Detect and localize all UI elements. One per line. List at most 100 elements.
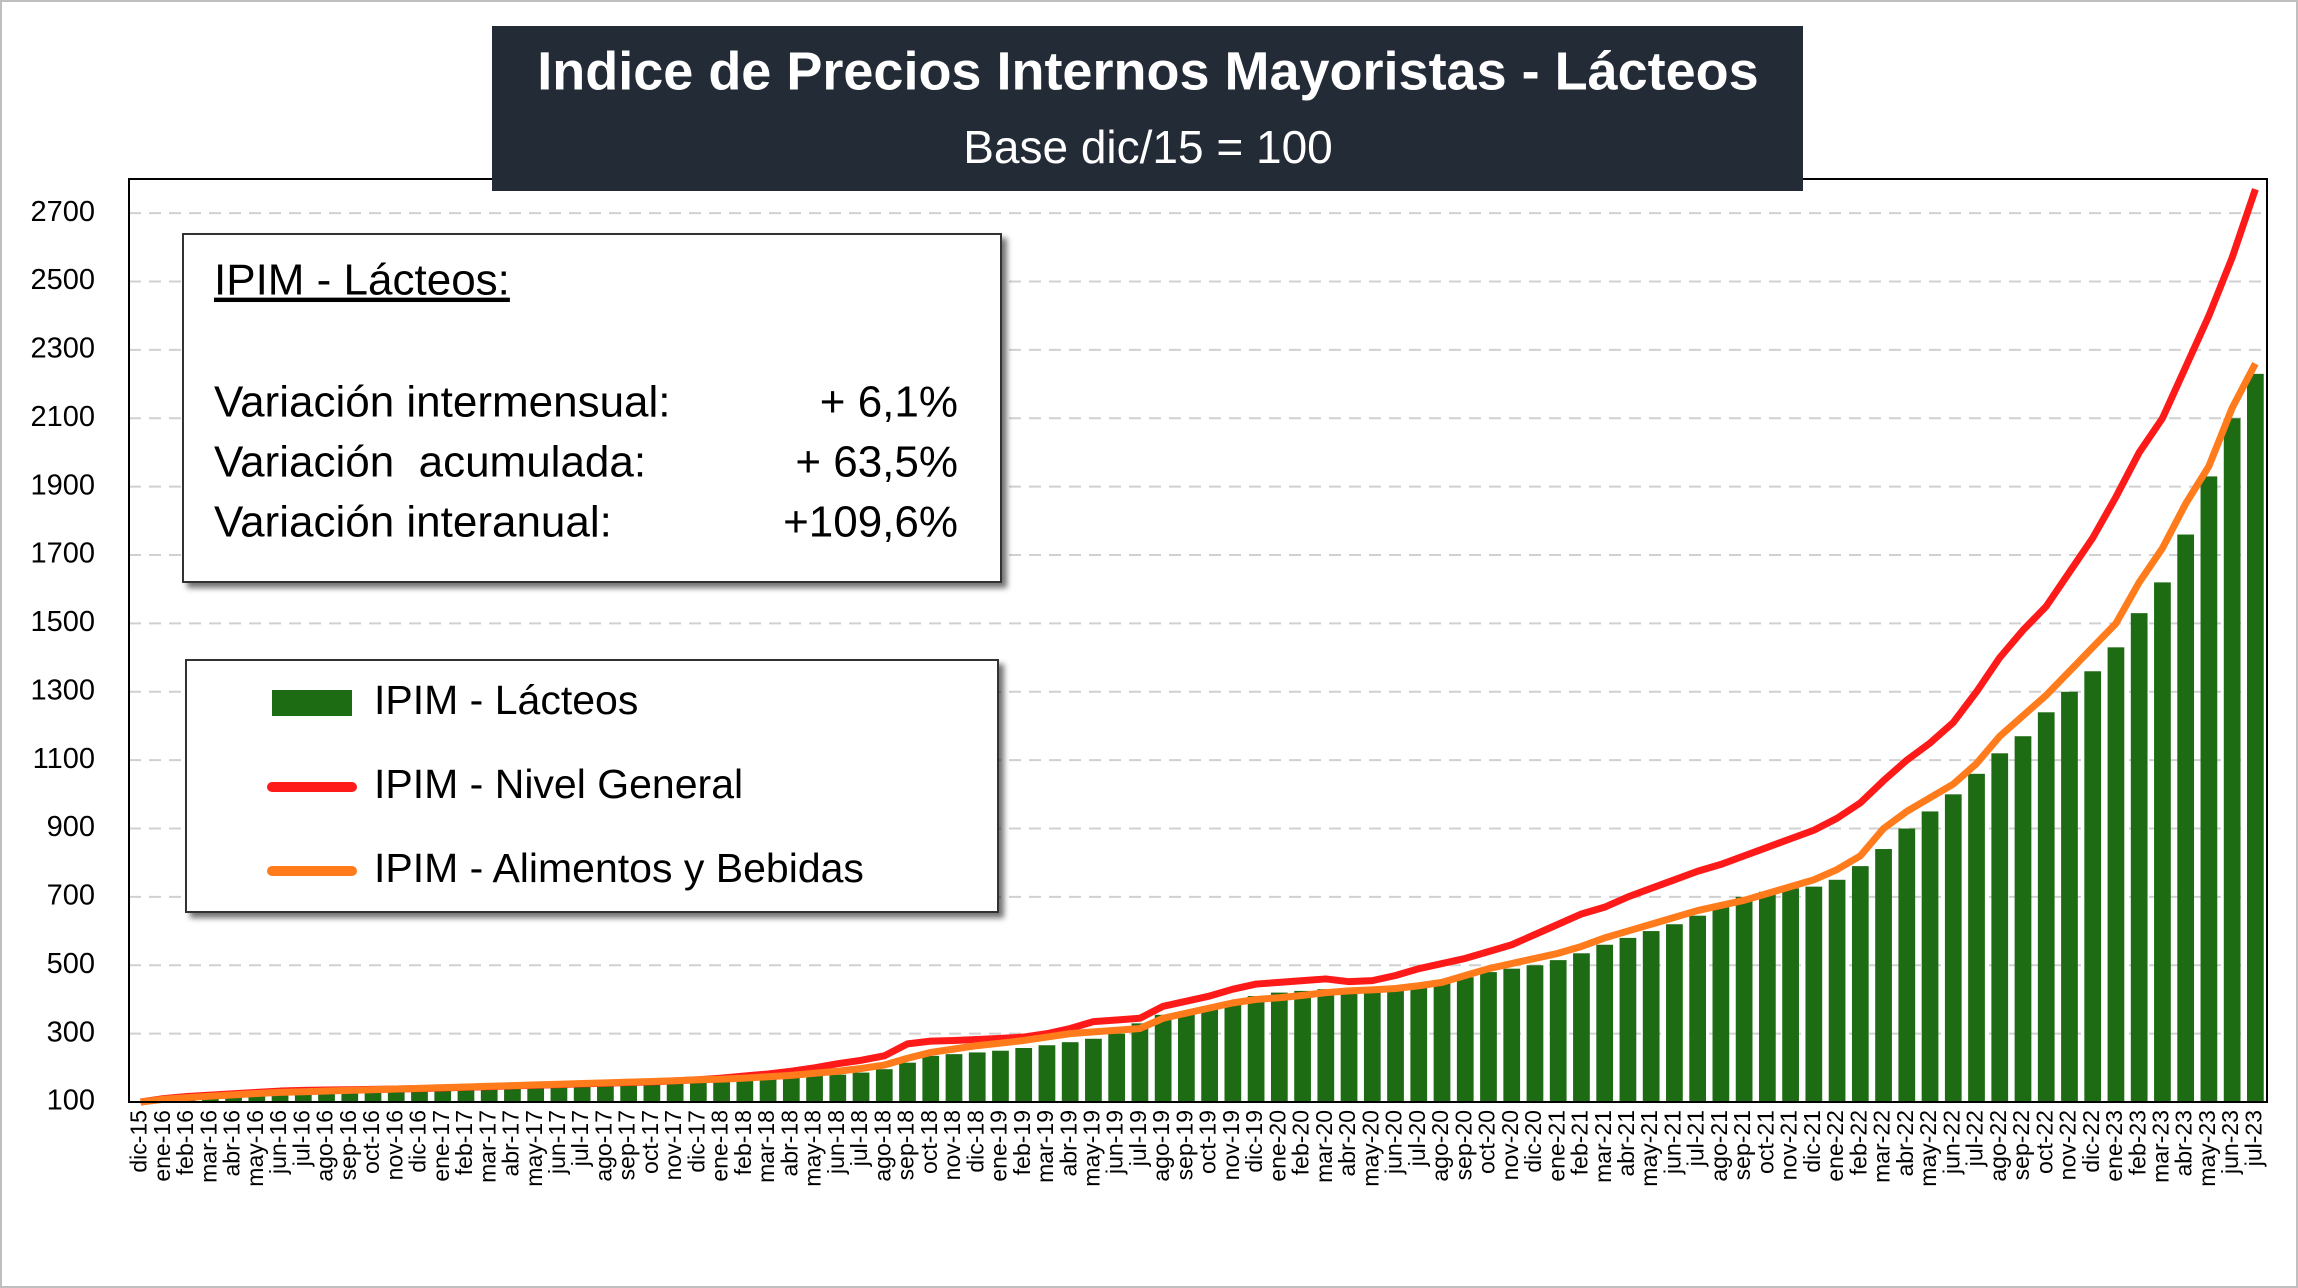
bar bbox=[1387, 986, 1404, 1102]
bar bbox=[992, 1050, 1009, 1102]
bar bbox=[875, 1069, 893, 1102]
x-tick-label: ago-19 bbox=[1148, 1110, 1174, 1182]
x-tick-label: oct-20 bbox=[1474, 1110, 1500, 1174]
x-tick-label: abr-18 bbox=[776, 1110, 802, 1176]
x-tick-label: jul-20 bbox=[1404, 1110, 1430, 1167]
bar bbox=[620, 1082, 638, 1102]
note-rows: Variación intermensual: + 6,1% Variación a… bbox=[214, 378, 958, 547]
x-tick-label: feb-16 bbox=[172, 1110, 198, 1175]
bar bbox=[1526, 965, 1544, 1102]
x-tick-label: feb-22 bbox=[1845, 1110, 1871, 1175]
x-tick-label: may-19 bbox=[1079, 1110, 1105, 1187]
x-tick-label: jul-23 bbox=[2240, 1110, 2266, 1167]
x-tick-label: may-22 bbox=[1915, 1110, 1941, 1187]
bar bbox=[945, 1054, 963, 1102]
x-tick-label: ago-22 bbox=[1985, 1110, 2011, 1182]
x-tick-label: oct-18 bbox=[916, 1110, 942, 1174]
x-tick-label: ene-20 bbox=[1264, 1110, 1290, 1182]
bar bbox=[1596, 944, 1614, 1102]
x-tick-label: dic-16 bbox=[405, 1110, 431, 1173]
bar bbox=[2223, 418, 2241, 1103]
y-tick-label: 2300 bbox=[30, 333, 95, 365]
x-tick-label: nov-17 bbox=[660, 1110, 686, 1180]
bar bbox=[666, 1082, 684, 1102]
bar bbox=[457, 1087, 475, 1102]
x-tick-label: nov-16 bbox=[381, 1110, 407, 1180]
bar bbox=[1247, 996, 1265, 1102]
note-label: Variación interanual: bbox=[214, 498, 612, 547]
bar bbox=[1154, 1014, 1172, 1102]
bar bbox=[387, 1089, 405, 1102]
bar bbox=[2177, 534, 2195, 1102]
chart-title: Indice de Precios Internos Mayoristas - … bbox=[537, 41, 1758, 101]
bar bbox=[1968, 773, 1985, 1102]
x-tick-label: feb-23 bbox=[2124, 1110, 2150, 1175]
note-value: +109,6% bbox=[783, 498, 958, 547]
x-tick-label: ene-21 bbox=[1543, 1110, 1569, 1182]
bar bbox=[1828, 879, 1846, 1102]
x-tick-label: jun-23 bbox=[2217, 1110, 2243, 1175]
bar bbox=[852, 1072, 870, 1102]
legend-swatch bbox=[272, 690, 352, 716]
bar bbox=[1944, 794, 1962, 1102]
x-tick-label: dic-22 bbox=[2078, 1110, 2104, 1173]
bar bbox=[899, 1062, 916, 1102]
y-tick-label: 1500 bbox=[30, 606, 95, 638]
legend-label: IPIM - Alimentos y Bebidas bbox=[374, 845, 864, 891]
bar bbox=[759, 1078, 777, 1102]
bar bbox=[806, 1076, 823, 1102]
x-tick-label: feb-19 bbox=[1009, 1110, 1035, 1175]
x-tick-label: may-20 bbox=[1357, 1110, 1383, 1187]
bar bbox=[550, 1084, 568, 1102]
x-tick-label: may-16 bbox=[242, 1110, 268, 1187]
x-tick-label: dic-19 bbox=[1241, 1110, 1267, 1173]
bar bbox=[1317, 989, 1335, 1102]
x-tick-label: feb-21 bbox=[1567, 1110, 1593, 1175]
x-tick-label: mar-20 bbox=[1311, 1110, 1337, 1183]
y-tick-label: 500 bbox=[47, 948, 95, 980]
bar bbox=[1851, 866, 1869, 1102]
x-tick-label: nov-18 bbox=[939, 1110, 965, 1180]
x-tick-label: may-18 bbox=[800, 1110, 826, 1187]
x-tick-label: jun-17 bbox=[544, 1110, 570, 1175]
x-tick-label: mar-21 bbox=[1590, 1110, 1616, 1183]
y-tick-label: 2700 bbox=[30, 196, 95, 228]
bar bbox=[689, 1081, 707, 1102]
bar bbox=[1015, 1047, 1033, 1102]
bar bbox=[1758, 891, 1776, 1102]
x-tick-label: may-21 bbox=[1636, 1110, 1662, 1187]
y-tick-label: 1100 bbox=[33, 743, 95, 775]
bar bbox=[294, 1092, 312, 1102]
x-tick-label: abr-16 bbox=[219, 1110, 245, 1176]
x-tick-label: dic-17 bbox=[683, 1110, 709, 1173]
bar bbox=[1201, 1006, 1218, 1102]
x-tick-label: abr-22 bbox=[1892, 1110, 1918, 1176]
bar bbox=[2037, 712, 2055, 1102]
bar bbox=[364, 1090, 382, 1102]
bar bbox=[225, 1095, 242, 1102]
bar bbox=[1061, 1042, 1079, 1102]
bar bbox=[318, 1091, 335, 1102]
x-tick-label: feb-20 bbox=[1288, 1110, 1314, 1175]
bar bbox=[1340, 988, 1358, 1102]
bar bbox=[1921, 811, 1939, 1102]
note-value: + 63,5% bbox=[795, 438, 958, 487]
bar bbox=[1178, 1011, 1195, 1102]
x-tick-label: sep-17 bbox=[614, 1110, 640, 1180]
chart-subtitle: Base dic/15 = 100 bbox=[963, 121, 1333, 173]
x-tick-label: sep-16 bbox=[335, 1110, 361, 1180]
x-tick-label: mar-18 bbox=[753, 1110, 779, 1183]
bar bbox=[504, 1085, 521, 1102]
bar bbox=[1689, 915, 1707, 1102]
legend-label: IPIM - Lácteos bbox=[374, 677, 638, 723]
bar bbox=[1805, 886, 1823, 1102]
bar bbox=[480, 1086, 498, 1102]
x-tick-label: abr-21 bbox=[1613, 1110, 1639, 1176]
x-tick-label: abr-19 bbox=[1055, 1110, 1081, 1176]
x-tick-label: feb-17 bbox=[451, 1110, 477, 1175]
bar bbox=[922, 1055, 940, 1102]
x-tick-label: sep-21 bbox=[1729, 1110, 1755, 1180]
x-tick-label: oct-19 bbox=[1195, 1110, 1221, 1174]
y-tick-label: 1700 bbox=[30, 538, 95, 570]
note-label: Variación acumulada: bbox=[214, 438, 646, 487]
